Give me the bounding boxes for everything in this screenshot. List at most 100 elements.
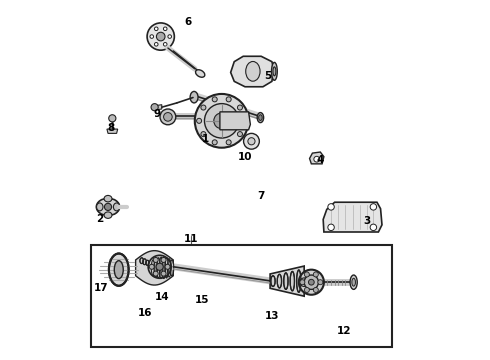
Circle shape [304,275,319,289]
Circle shape [161,257,166,262]
Circle shape [212,97,217,102]
Ellipse shape [350,275,357,289]
Circle shape [238,105,243,110]
Circle shape [150,35,153,39]
Text: 8: 8 [107,123,114,133]
Circle shape [238,132,243,136]
Circle shape [201,132,206,136]
Circle shape [168,35,172,39]
Text: 12: 12 [336,325,351,336]
Circle shape [104,203,112,211]
Circle shape [154,27,158,31]
Ellipse shape [146,260,149,265]
Circle shape [204,104,239,138]
Circle shape [226,140,231,145]
Polygon shape [155,105,162,110]
Circle shape [299,270,324,295]
Circle shape [313,287,318,292]
Ellipse shape [257,113,264,123]
Ellipse shape [284,273,288,289]
Polygon shape [220,112,250,130]
Text: 17: 17 [94,283,109,293]
Circle shape [154,42,158,46]
Circle shape [156,32,165,41]
Circle shape [214,113,230,129]
Text: 10: 10 [238,152,252,162]
Circle shape [147,23,174,50]
Circle shape [314,156,319,162]
Circle shape [300,278,309,287]
Ellipse shape [271,276,275,287]
Ellipse shape [352,278,355,286]
Text: 16: 16 [137,308,152,318]
Ellipse shape [277,274,282,288]
Polygon shape [107,129,118,134]
Bar [91,244,392,347]
Ellipse shape [104,195,112,202]
Text: 4: 4 [317,155,324,165]
Circle shape [201,105,206,110]
Ellipse shape [196,70,205,77]
Text: 11: 11 [184,234,198,244]
Circle shape [148,255,171,278]
Circle shape [161,271,166,276]
Circle shape [109,115,116,122]
Circle shape [328,224,334,230]
Circle shape [153,271,158,276]
Circle shape [318,280,323,285]
Circle shape [164,42,167,46]
Circle shape [165,264,170,269]
Ellipse shape [140,258,144,264]
Polygon shape [136,251,173,285]
Text: 7: 7 [257,191,265,201]
Ellipse shape [104,212,112,219]
Circle shape [153,257,158,262]
Circle shape [195,94,248,148]
Ellipse shape [97,203,103,211]
Ellipse shape [114,261,123,279]
Text: 15: 15 [195,295,209,305]
Ellipse shape [143,259,147,265]
Polygon shape [270,266,304,296]
Circle shape [304,287,309,292]
Text: 6: 6 [184,17,191,27]
Circle shape [196,118,201,123]
Ellipse shape [296,270,301,292]
Circle shape [151,104,158,111]
Circle shape [248,138,255,145]
Circle shape [160,109,176,125]
Text: 2: 2 [96,215,103,224]
Text: 9: 9 [153,109,161,119]
Circle shape [370,204,377,210]
Circle shape [164,113,172,121]
Circle shape [212,140,217,145]
Circle shape [328,204,334,210]
Ellipse shape [190,91,198,103]
Ellipse shape [273,67,276,76]
Circle shape [242,118,247,123]
Text: 3: 3 [363,216,370,226]
Circle shape [370,224,377,230]
Circle shape [149,264,154,269]
Circle shape [244,134,259,149]
Text: 5: 5 [265,71,272,81]
Ellipse shape [97,198,120,216]
Ellipse shape [271,62,277,80]
Text: 13: 13 [265,311,279,321]
Text: 14: 14 [155,292,170,302]
Ellipse shape [113,203,120,211]
Circle shape [304,272,309,277]
Circle shape [300,280,305,285]
Polygon shape [231,56,274,87]
Ellipse shape [109,253,129,286]
Polygon shape [323,202,382,232]
Ellipse shape [245,62,260,81]
Circle shape [156,263,163,270]
Ellipse shape [290,271,294,291]
Polygon shape [310,152,324,164]
Circle shape [309,279,314,285]
Circle shape [226,97,231,102]
Text: 1: 1 [202,134,209,144]
Ellipse shape [259,115,262,121]
Circle shape [164,27,167,31]
